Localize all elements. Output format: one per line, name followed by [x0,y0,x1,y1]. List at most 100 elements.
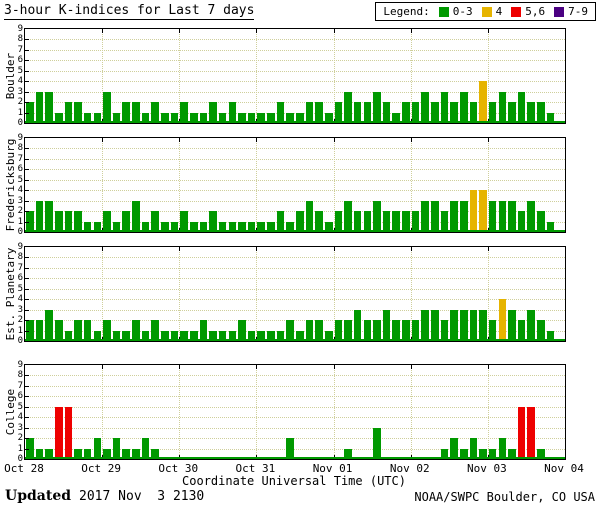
k-index-bar [315,102,323,123]
h-gridline [25,169,565,171]
k-index-bar [315,211,323,232]
v-gridline [333,247,335,341]
h-gridline [25,427,565,429]
k-index-bar [257,221,266,232]
k-index-bar [103,211,111,232]
x-tick [102,247,104,251]
x-tick [102,138,104,142]
k-index-bar [26,211,34,232]
y-tick [25,427,29,429]
k-index-bar [35,448,44,459]
x-tick [179,29,181,33]
k-index-bar [151,320,159,341]
y-tick-label: 6 [17,164,23,175]
k-index-bar [180,211,188,232]
k-index-bar [286,438,294,459]
y-tick [25,60,29,62]
k-index-bar [83,221,92,232]
y-tick-label: 8 [17,252,23,263]
v-gridline [256,29,258,123]
k-index-bar [54,406,63,459]
k-index-bar [469,438,478,459]
k-index-bar [209,211,217,232]
yellow-swatch-icon [481,6,492,17]
k-index-bar [527,102,536,123]
k-index-bar [344,200,352,232]
k-index-bar [498,299,507,341]
k-index-bar [122,448,131,459]
x-tick [256,365,258,369]
y-tick [25,91,29,93]
k-index-bar [26,320,34,341]
zero-baseline [25,457,565,459]
k-index-bar [353,309,362,341]
updated-label: Updated [5,488,72,504]
k-index-bar [498,438,507,459]
k-index-bar [238,320,246,341]
k-index-bar [488,448,497,459]
k-index-bar [54,112,63,123]
k-index-bar [527,309,536,341]
y-tick-label: 6 [17,273,23,284]
k-index-bar [83,448,92,459]
k-index-bar [26,102,34,123]
k-index-bar [411,102,420,123]
legend-item-red: 5,6 [511,5,545,18]
k-index-bar [334,320,343,341]
k-index-bar [459,91,468,123]
k-index-bar [45,309,53,341]
k-index-bar [64,211,73,232]
h-gridline [25,190,565,192]
k-index-bar [189,221,198,232]
k-index-bar [431,200,439,232]
x-tick [410,365,412,369]
h-gridline [25,375,565,377]
y-tick [25,288,29,290]
v-gridline [333,29,335,123]
v-gridline [179,29,181,123]
k-index-bar [305,102,314,123]
y-tick [25,448,29,450]
y-tick [25,267,29,269]
x-tick [102,29,104,33]
k-index-bar [479,190,487,232]
zero-baseline [25,230,565,232]
k-index-bar [411,211,420,232]
h-gridline [25,406,565,408]
y-tick-label: 7 [17,44,23,55]
k-index-bar [122,102,131,123]
k-index-bar [469,102,478,123]
k-index-bar [83,320,92,341]
k-index-bar [537,211,545,232]
k-index-bar [508,448,516,459]
h-gridline [25,49,565,51]
zero-baseline [25,121,565,123]
y-tick-label: 5 [17,401,23,412]
x-tick [410,138,412,142]
k-index-bar [141,112,150,123]
y-tick-label: 1 [17,107,23,118]
k-index-bar [459,309,468,341]
k-index-bar [161,112,169,123]
updated-timestamp: Updated 2017 Nov 3 2130 [5,488,204,504]
k-index-bar [93,330,102,341]
k-index-bar [498,200,507,232]
k-index-bar [431,309,439,341]
y-tick-label: 0 [17,118,23,128]
y-tick [25,385,29,387]
y-tick-label: 4 [17,185,23,196]
y-tick-label: 9 [17,360,23,370]
y-tick [25,148,29,150]
y-tick-label: 2 [17,315,23,326]
y-tick-label: 0 [17,454,23,464]
k-index-bar [151,448,159,459]
y-tick-label: 4 [17,412,23,423]
k-index-bar [238,221,246,232]
y-tick [25,158,29,160]
k-index-bar [199,320,208,341]
k-index-bar [334,102,343,123]
h-gridline [25,320,565,322]
k-index-bar [440,91,449,123]
k-index-bar [353,102,362,123]
k-index-bar [392,211,401,232]
